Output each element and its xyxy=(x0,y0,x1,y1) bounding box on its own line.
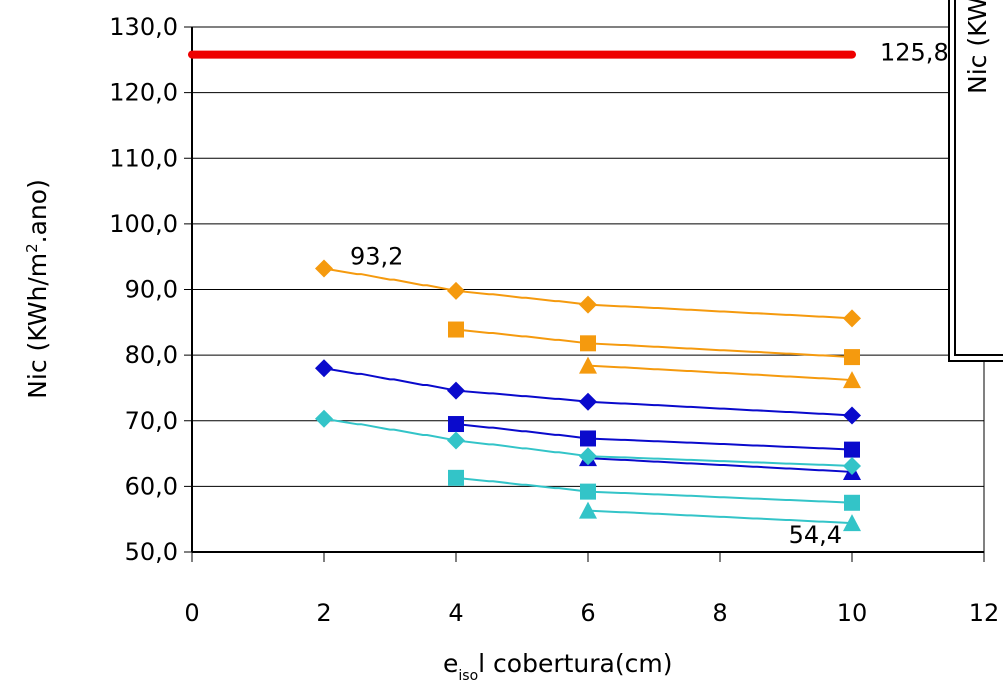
y-tick-label: 120,0 xyxy=(109,79,178,107)
series-line xyxy=(323,417,853,468)
y-tick-label: 60,0 xyxy=(125,472,178,500)
y-axis-title-part: Nic (KWh/m xyxy=(23,253,52,399)
data-label: 125,8 xyxy=(880,39,949,67)
series-4 xyxy=(315,359,861,425)
diamond-marker xyxy=(579,392,597,411)
series-3 xyxy=(579,356,861,389)
series-line xyxy=(587,364,853,382)
series-line xyxy=(587,457,853,473)
triangle-marker xyxy=(843,371,861,389)
diamond-marker xyxy=(315,409,333,428)
y-tick-label: 90,0 xyxy=(125,276,178,304)
series-line xyxy=(455,476,853,504)
square-marker xyxy=(448,321,464,338)
y-tick-label: 80,0 xyxy=(125,341,178,369)
x-tick-label: 8 xyxy=(712,599,727,627)
series-5 xyxy=(448,416,860,458)
diamond-marker xyxy=(447,381,465,400)
x-axis-title-part: e xyxy=(443,649,458,678)
legend-frame-outer xyxy=(948,0,1003,362)
square-marker xyxy=(580,335,596,352)
square-marker xyxy=(844,441,860,458)
diamond-marker xyxy=(447,281,465,300)
axes: 50,0 60,0 70,0 80,0 90,0 100,0 110,0 120,0 130,0… xyxy=(109,13,999,627)
x-tick-label: 10 xyxy=(837,599,868,627)
x-axis-title-part: l cobertura(cm) xyxy=(478,649,672,678)
data-label: 93,2 xyxy=(350,243,403,271)
triangle-marker xyxy=(579,501,597,519)
x-tick-label: 12 xyxy=(969,599,1000,627)
series-line xyxy=(587,509,853,525)
square-marker xyxy=(844,494,860,511)
diamond-marker xyxy=(447,431,465,450)
legend-box: Nic (KW xyxy=(948,0,1003,362)
y-tick-label: 50,0 xyxy=(125,538,178,566)
x-tick-label: 0 xyxy=(184,599,199,627)
series-1 xyxy=(315,259,861,328)
x-tick-label: 6 xyxy=(580,599,595,627)
square-marker xyxy=(448,469,464,486)
diamond-marker xyxy=(579,295,597,314)
y-axis-title-sup: 2 xyxy=(23,243,41,253)
y-tick-label: 70,0 xyxy=(125,407,178,435)
series-group xyxy=(188,50,861,532)
gridlines xyxy=(192,26,985,552)
series-8 xyxy=(448,469,860,511)
series-9 xyxy=(579,501,861,532)
square-marker xyxy=(580,483,596,500)
series-line xyxy=(455,423,853,451)
x-tick-label: 2 xyxy=(316,599,331,627)
diamond-marker xyxy=(315,359,333,378)
triangle-marker xyxy=(843,514,861,532)
y-tick-label: 100,0 xyxy=(109,210,178,238)
data-labels: 125,8 93,2 54,4 xyxy=(350,39,949,550)
y-axis-title: Nic (KWh/m2.ano) xyxy=(23,179,52,399)
diamond-marker xyxy=(315,259,333,278)
legend-label: Nic (KW xyxy=(963,0,992,94)
x-tick-label: 4 xyxy=(448,599,463,627)
y-tick-label: 130,0 xyxy=(109,13,178,41)
diamond-marker xyxy=(843,457,861,476)
series-line xyxy=(323,267,853,320)
diamond-marker xyxy=(579,447,597,466)
square-marker xyxy=(844,349,860,366)
diamond-marker xyxy=(843,406,861,425)
square-marker xyxy=(448,416,464,433)
legend-frame-inner xyxy=(954,0,1003,356)
y-axis-title-part: .ano) xyxy=(23,179,52,243)
x-axis-title: eisol cobertura(cm) xyxy=(443,649,672,684)
series-line xyxy=(323,367,853,417)
x-axis-title-sub: iso xyxy=(458,668,478,684)
square-marker xyxy=(580,430,596,447)
diamond-marker xyxy=(843,309,861,328)
series-7 xyxy=(315,409,861,476)
series-2 xyxy=(448,321,860,366)
series-line xyxy=(455,328,853,359)
data-label: 54,4 xyxy=(789,521,842,549)
axis-titles: Nic (KWh/m2.ano)eisol cobertura(cm) xyxy=(23,179,672,684)
triangle-marker xyxy=(579,356,597,374)
y-tick-label: 110,0 xyxy=(109,144,178,172)
